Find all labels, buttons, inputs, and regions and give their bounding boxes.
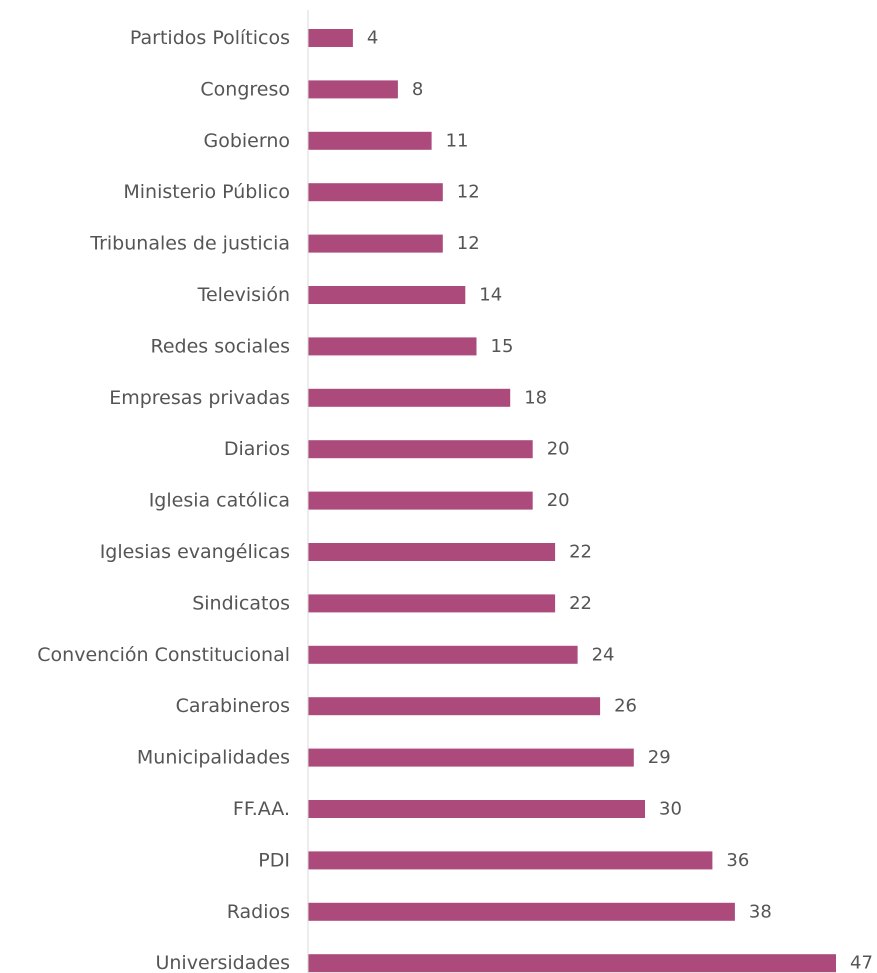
value-label: 29	[648, 747, 671, 768]
value-label: 8	[412, 79, 423, 100]
bars-group	[308, 29, 836, 973]
bar	[308, 29, 353, 47]
bar	[308, 800, 645, 818]
value-label: 18	[524, 387, 547, 408]
bar	[308, 851, 713, 870]
value-label: 12	[457, 233, 480, 254]
category-label: Empresas privadas	[109, 387, 290, 409]
category-label: Radios	[227, 901, 290, 923]
value-label: 12	[457, 182, 480, 203]
value-label: 26	[614, 696, 637, 717]
value-labels: 4 8 11 12 12 14 15 18 20 20 22 22 24 26 29 30 36 38 47	[367, 28, 873, 973]
value-label: 47	[850, 953, 873, 973]
value-label: 38	[749, 901, 772, 922]
category-label: Tribunales de justicia	[89, 233, 290, 255]
value-label: 15	[491, 336, 514, 357]
bar	[308, 337, 477, 356]
bar	[308, 645, 578, 664]
category-label: PDI	[258, 849, 290, 871]
value-label: 22	[569, 542, 592, 563]
value-label: 14	[479, 285, 502, 306]
category-label: Sindicatos	[192, 592, 290, 614]
category-label: Ministerio Público	[123, 181, 290, 203]
value-label: 22	[569, 593, 592, 614]
value-label: 20	[547, 490, 570, 511]
value-label: 4	[367, 28, 378, 49]
category-label: Televisión	[197, 284, 290, 306]
bar	[308, 80, 398, 99]
bar	[308, 954, 836, 973]
bar	[308, 440, 533, 459]
bar	[308, 697, 601, 716]
value-label: 30	[659, 799, 682, 820]
category-label: Municipalidades	[137, 747, 290, 769]
category-label: Diarios	[224, 438, 290, 460]
bar	[308, 388, 511, 407]
category-label: Redes sociales	[151, 335, 291, 357]
category-label: FF.AA.	[233, 798, 290, 820]
category-labels: Partidos Políticos Congreso Gobierno Minist…	[37, 27, 290, 973]
category-label: Gobierno	[203, 130, 290, 152]
value-label: 24	[592, 644, 615, 665]
category-label: Congreso	[200, 78, 290, 100]
value-label: 36	[726, 850, 749, 871]
bar	[308, 131, 432, 150]
category-label: Convención Constitucional	[37, 644, 290, 666]
bar	[308, 594, 556, 613]
category-label: Carabineros	[176, 695, 290, 717]
bar	[308, 902, 735, 921]
category-label: Partidos Políticos	[130, 27, 290, 49]
bar	[308, 748, 634, 767]
bar	[308, 183, 443, 202]
category-label: Iglesias evangélicas	[100, 541, 290, 563]
bar	[308, 543, 556, 561]
value-label: 11	[446, 130, 469, 151]
bar	[308, 491, 533, 510]
value-label: 20	[547, 439, 570, 460]
category-label: Iglesia católica	[149, 490, 290, 512]
category-label: Universidades	[155, 952, 290, 973]
bar	[308, 234, 443, 253]
bar	[308, 286, 466, 304]
